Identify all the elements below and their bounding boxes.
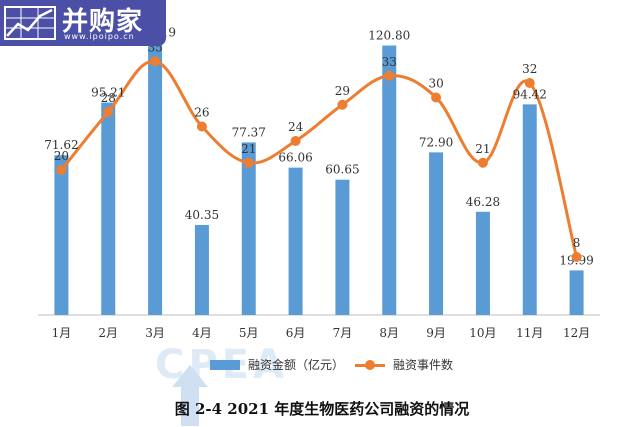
line-data-label: 29 xyxy=(335,84,350,98)
chart-logo-icon xyxy=(4,6,56,40)
logo-url: www.ipoipo.cn xyxy=(64,32,135,41)
watermark-arrow-icon xyxy=(172,365,208,387)
bar-data-label: 40.35 xyxy=(185,208,219,222)
logo-name: 并购家 xyxy=(62,7,144,37)
x-tick-label: 7月 xyxy=(333,326,353,340)
line-point xyxy=(477,157,488,168)
figure-caption: 图 2-4 2021 年度生物医药公司融资的情况 xyxy=(174,400,470,418)
series-line xyxy=(60,59,579,258)
x-tick-label: 5月 xyxy=(239,326,259,340)
bar xyxy=(54,155,69,315)
x-tick-label: 2月 xyxy=(98,326,118,340)
x-tick-label: 1月 xyxy=(52,326,72,340)
line-point xyxy=(431,92,442,103)
line-point xyxy=(524,78,535,88)
line-point xyxy=(384,70,395,81)
bar-data-label: 72.90 xyxy=(419,135,453,149)
line-point xyxy=(150,56,161,67)
legend-item-line: 融资事件数 xyxy=(355,356,453,373)
bar xyxy=(429,152,444,315)
legend-bar-label: 融资金额（亿元） xyxy=(248,358,345,372)
x-tick-label: 10月 xyxy=(469,326,496,340)
line-data-label: 20 xyxy=(54,149,69,163)
bar-data-label: 46.28 xyxy=(466,195,500,209)
line-data-label: 24 xyxy=(288,120,304,134)
x-tick-label: 9月 xyxy=(426,326,446,340)
bar xyxy=(382,45,397,316)
line-point xyxy=(571,252,582,262)
bar xyxy=(569,270,584,315)
bar xyxy=(335,179,350,315)
bar-data-label: 94.42 xyxy=(513,87,547,101)
bar-data-label: 120.80 xyxy=(368,29,410,43)
bar xyxy=(101,102,116,315)
x-tick-label: 8月 xyxy=(379,326,399,340)
line-data-label: 26 xyxy=(194,106,209,120)
line-point xyxy=(243,157,254,168)
bar xyxy=(241,142,256,315)
line-data-label: 32 xyxy=(522,62,537,76)
line-data-label: 33 xyxy=(382,55,397,69)
bar-data-label: 77.37 xyxy=(232,125,266,139)
line-point xyxy=(290,136,301,146)
line-data-label: 28 xyxy=(101,91,116,105)
line-point xyxy=(56,165,67,175)
x-tick-label: 6月 xyxy=(286,326,306,340)
line-data-label: 30 xyxy=(428,77,443,91)
line-data-label: 21 xyxy=(241,142,256,156)
bar-data-label: 66.06 xyxy=(278,151,312,165)
line-data-label: 8 xyxy=(573,236,581,250)
bar-data-label: 95.21 xyxy=(91,86,125,100)
x-tick-label: 3月 xyxy=(145,326,165,340)
line-data-label: 21 xyxy=(475,142,490,156)
bar xyxy=(522,104,537,316)
legend-line-swatch xyxy=(355,359,385,370)
bar xyxy=(194,224,209,315)
legend-line-label: 融资事件数 xyxy=(393,358,454,372)
line-point xyxy=(103,107,114,117)
x-tick-label: 12月 xyxy=(563,326,590,340)
bar xyxy=(148,42,163,316)
legend-bar-swatch xyxy=(210,359,240,370)
x-tick-label: 4月 xyxy=(192,326,212,340)
line-point xyxy=(196,121,207,132)
watermark-arrow-stem xyxy=(181,386,199,426)
bar-data-label: 71.62 xyxy=(44,138,78,152)
x-tick-label: 11月 xyxy=(516,326,543,340)
line-point xyxy=(337,99,348,110)
legend-item-bar: 融资金额（亿元） xyxy=(210,356,344,373)
bar-data-label: 60.65 xyxy=(325,163,359,177)
bar xyxy=(288,167,303,315)
bar xyxy=(475,211,490,315)
site-logo: 并购家 www.ipoipo.cn xyxy=(0,0,166,46)
